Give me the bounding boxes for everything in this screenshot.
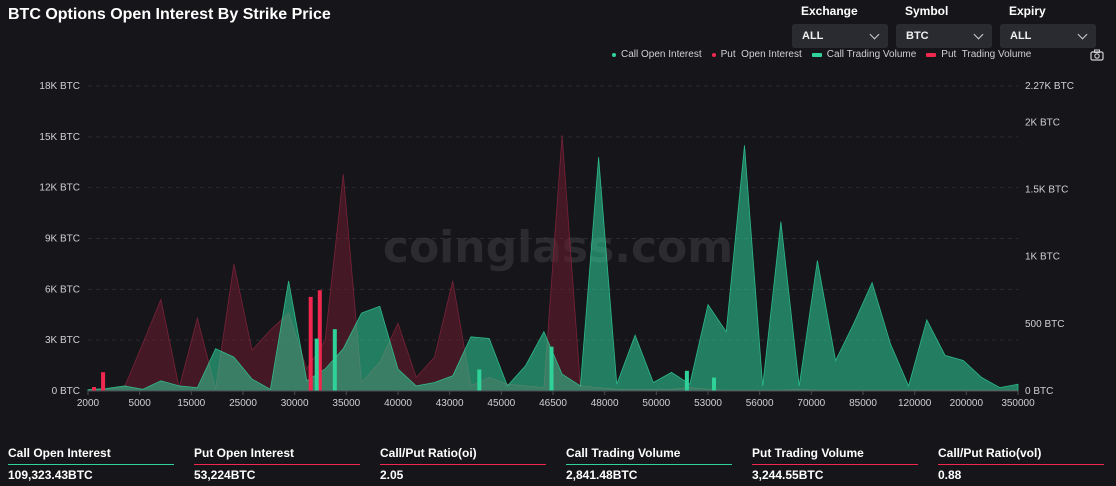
legend-bar-icon <box>926 52 937 57</box>
stat-label: Put Open Interest <box>194 446 295 460</box>
y-right-tick-label: 2.27K BTC <box>1025 81 1074 92</box>
legend-label: Put Open Interest <box>720 49 802 60</box>
legend-dot-icon <box>711 52 716 57</box>
camera-icon[interactable] <box>1090 49 1104 61</box>
volume-bar <box>549 346 554 391</box>
page-title: BTC Options Open Interest By Strike Pric… <box>8 6 331 23</box>
x-tick-label: 43000 <box>436 398 464 409</box>
stat-value: 2.05 <box>380 468 404 482</box>
volume-bar <box>684 370 689 391</box>
symbol-filter: Symbol BTC <box>896 4 992 48</box>
x-tick-label: 200000 <box>950 398 984 409</box>
legend-bar-icon <box>811 52 822 57</box>
stat-underline <box>566 464 732 465</box>
symbol-select[interactable]: BTC <box>896 24 992 48</box>
x-tick-label: 45000 <box>487 398 515 409</box>
stat-call-trading-volume: Call Trading Volume 2,841.48BTC <box>566 446 752 482</box>
symbol-value: BTC <box>906 30 929 42</box>
x-tick-label: 70000 <box>797 398 825 409</box>
y-left-tick-label: 6K BTC <box>45 284 80 295</box>
symbol-label: Symbol <box>905 4 949 18</box>
legend-put-oi[interactable]: Put Open Interest <box>711 49 802 60</box>
y-right-tick-label: 500 BTC <box>1025 319 1064 330</box>
x-tick-label: 30000 <box>281 398 309 409</box>
volume-bar <box>101 372 106 391</box>
x-tick-label: 15000 <box>177 398 205 409</box>
volume-bar <box>92 387 96 391</box>
x-tick-label: 40000 <box>384 398 412 409</box>
stat-label: Put Trading Volume <box>752 446 864 460</box>
exchange-label: Exchange <box>801 4 858 18</box>
stat-underline <box>380 464 546 465</box>
x-tick-label: 25000 <box>229 398 257 409</box>
exchange-filter: Exchange ALL <box>792 4 888 48</box>
stat-label: Call/Put Ratio(vol) <box>938 446 1042 460</box>
y-left-tick-label: 15K BTC <box>39 132 80 143</box>
y-right-tick-label: 2K BTC <box>1025 117 1060 128</box>
x-tick-label: 35000 <box>332 398 360 409</box>
stat-put-trading-volume: Put Trading Volume 3,244.55BTC <box>752 446 938 482</box>
legend-dot-icon <box>612 52 616 57</box>
x-tick-label: 53000 <box>694 398 722 409</box>
expiry-select[interactable]: ALL <box>1000 24 1096 48</box>
legend-put-volume[interactable]: Put Trading Volume <box>926 49 1031 60</box>
stat-call-put-ratio-oi-: Call/Put Ratio(oi) 2.05 <box>380 446 566 482</box>
stat-call-put-ratio-vol-: Call/Put Ratio(vol) 0.88 <box>938 446 1116 482</box>
y-left-tick-label: 18K BTC <box>39 81 80 92</box>
exchange-value: ALL <box>802 30 824 42</box>
expiry-value: ALL <box>1010 30 1032 42</box>
y-left-tick-label: 9K BTC <box>45 234 80 245</box>
stat-underline <box>8 464 174 465</box>
y-left-tick-label: 3K BTC <box>45 335 80 346</box>
legend-label: Call Open Interest <box>621 49 702 60</box>
y-right-tick-label: 1K BTC <box>1025 252 1060 263</box>
stat-underline <box>752 464 918 465</box>
expiry-label: Expiry <box>1009 4 1046 18</box>
x-tick-label: 5000 <box>129 398 152 409</box>
chart-legend: Call Open Interest Put Open Interest Cal… <box>612 49 1031 60</box>
legend-label: Call Trading Volume <box>826 49 917 60</box>
y-left-tick-label: 12K BTC <box>39 183 80 194</box>
volume-bar <box>317 290 322 391</box>
x-tick-label: 50000 <box>642 398 670 409</box>
stat-value: 109,323.43BTC <box>8 468 93 482</box>
legend-label: Put Trading Volume <box>941 49 1032 60</box>
stat-underline <box>194 464 360 465</box>
stat-call-open-interest: Call Open Interest 109,323.43BTC <box>8 446 194 482</box>
stat-label: Call/Put Ratio(oi) <box>380 446 477 460</box>
volume-bar <box>314 338 319 391</box>
volume-bar <box>332 329 337 391</box>
stat-label: Call Open Interest <box>8 446 111 460</box>
volume-bar <box>712 377 716 391</box>
x-tick-label: 120000 <box>898 398 932 409</box>
stat-value: 2,841.48BTC <box>566 468 638 482</box>
y-left-tick-label: 0 BTC <box>52 386 80 397</box>
stat-value: 3,244.55BTC <box>752 468 824 482</box>
stat-value: 53,224BTC <box>194 468 256 482</box>
x-tick-label: 85000 <box>849 398 877 409</box>
volume-bar <box>477 369 482 391</box>
y-right-tick-label: 1.5K BTC <box>1025 184 1068 195</box>
x-tick-label: 48000 <box>591 398 619 409</box>
summary-stats: Call Open Interest 109,323.43BTC Put Open … <box>8 446 1116 482</box>
x-tick-label: 46500 <box>539 398 567 409</box>
stat-underline <box>938 464 1104 465</box>
legend-call-oi[interactable]: Call Open Interest <box>612 49 702 60</box>
y-right-tick-label: 0 BTC <box>1025 386 1053 397</box>
stat-put-open-interest: Put Open Interest 53,224BTC <box>194 446 380 482</box>
legend-call-volume[interactable]: Call Trading Volume <box>811 49 917 60</box>
x-tick-label: 56000 <box>746 398 774 409</box>
area-call-open-interest <box>87 145 1019 392</box>
chart-axes: 0 BTC 3K BTC 6K BTC 9K BTC 12K BTC 15K BTC 18K… <box>39 81 1074 409</box>
volume-bar <box>308 296 313 391</box>
chart-bars <box>92 290 716 391</box>
expiry-filter: Expiry ALL <box>1000 4 1096 48</box>
exchange-select[interactable]: ALL <box>792 24 888 48</box>
stat-value: 0.88 <box>938 468 962 482</box>
stat-label: Call Trading Volume <box>566 446 681 460</box>
x-tick-label: 2000 <box>77 398 100 409</box>
x-tick-label: 350000 <box>1001 398 1035 409</box>
chart-areas <box>87 135 1019 392</box>
